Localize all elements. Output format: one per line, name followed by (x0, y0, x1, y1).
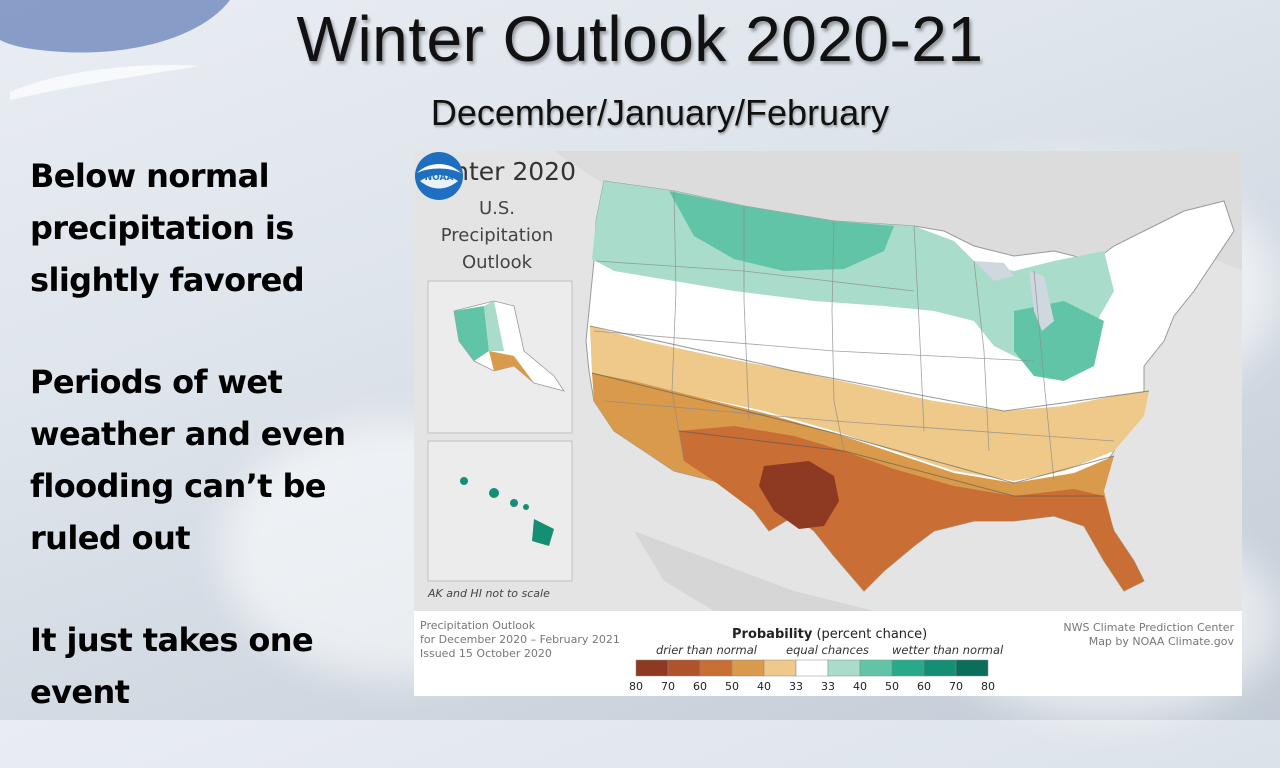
inset-note: AK and HI not to scale (428, 587, 550, 600)
legend-drier-label: drier than normal (656, 643, 757, 657)
legend-wetter-label: wetter than normal (892, 643, 1004, 657)
svg-text:NOAA: NOAA (425, 173, 454, 183)
legend-tick-label: 40 (757, 680, 771, 693)
credit-info: NWS Climate Prediction Center Map by NOA… (1063, 621, 1234, 648)
legend-tick-label: 80 (981, 680, 995, 693)
legend-title-bold: Probability (732, 627, 813, 642)
legend-tick-label: 70 (949, 680, 963, 693)
legend-equal-label: equal chances (786, 643, 869, 657)
map-subtitle: U.S. Precipitation Outlook (440, 198, 554, 273)
legend-tick-label: 40 (853, 680, 867, 693)
issue-info: Precipitation Outlook for December 2020 … (420, 619, 620, 660)
legend-title: Probability (percent chance) (732, 627, 927, 642)
noaa-logo-icon: NOAA (415, 152, 463, 200)
bullet-item: It just takes one event (30, 621, 314, 711)
legend-tick-label: 33 (821, 680, 835, 693)
legend-tick-label: 50 (885, 680, 899, 693)
precipitation-outlook-map: Winter 2020 U.S. Precipitation Outlook A… (414, 151, 1242, 696)
legend-tick-label: 60 (917, 680, 931, 693)
legend-tick-label: 80 (629, 680, 643, 693)
legend-tick-label: 50 (725, 680, 739, 693)
legend-tick-label: 70 (661, 680, 675, 693)
bullet-list: Below normal precipitation is slightly f… (30, 150, 400, 768)
bullet-item: Below normal precipitation is slightly f… (30, 157, 305, 299)
bullet-item: Periods of wet weather and even flooding… (30, 363, 346, 557)
noaa-swoosh-icon (0, 0, 230, 100)
slide-subtitle: December/January/February (430, 92, 890, 133)
slide-title: Winter Outlook 2020-21 (296, 3, 984, 75)
map-graphic (414, 151, 1242, 696)
legend-tick-label: 33 (789, 680, 803, 693)
legend-title-rest: (percent chance) (812, 627, 928, 642)
legend-tick-label: 60 (693, 680, 707, 693)
